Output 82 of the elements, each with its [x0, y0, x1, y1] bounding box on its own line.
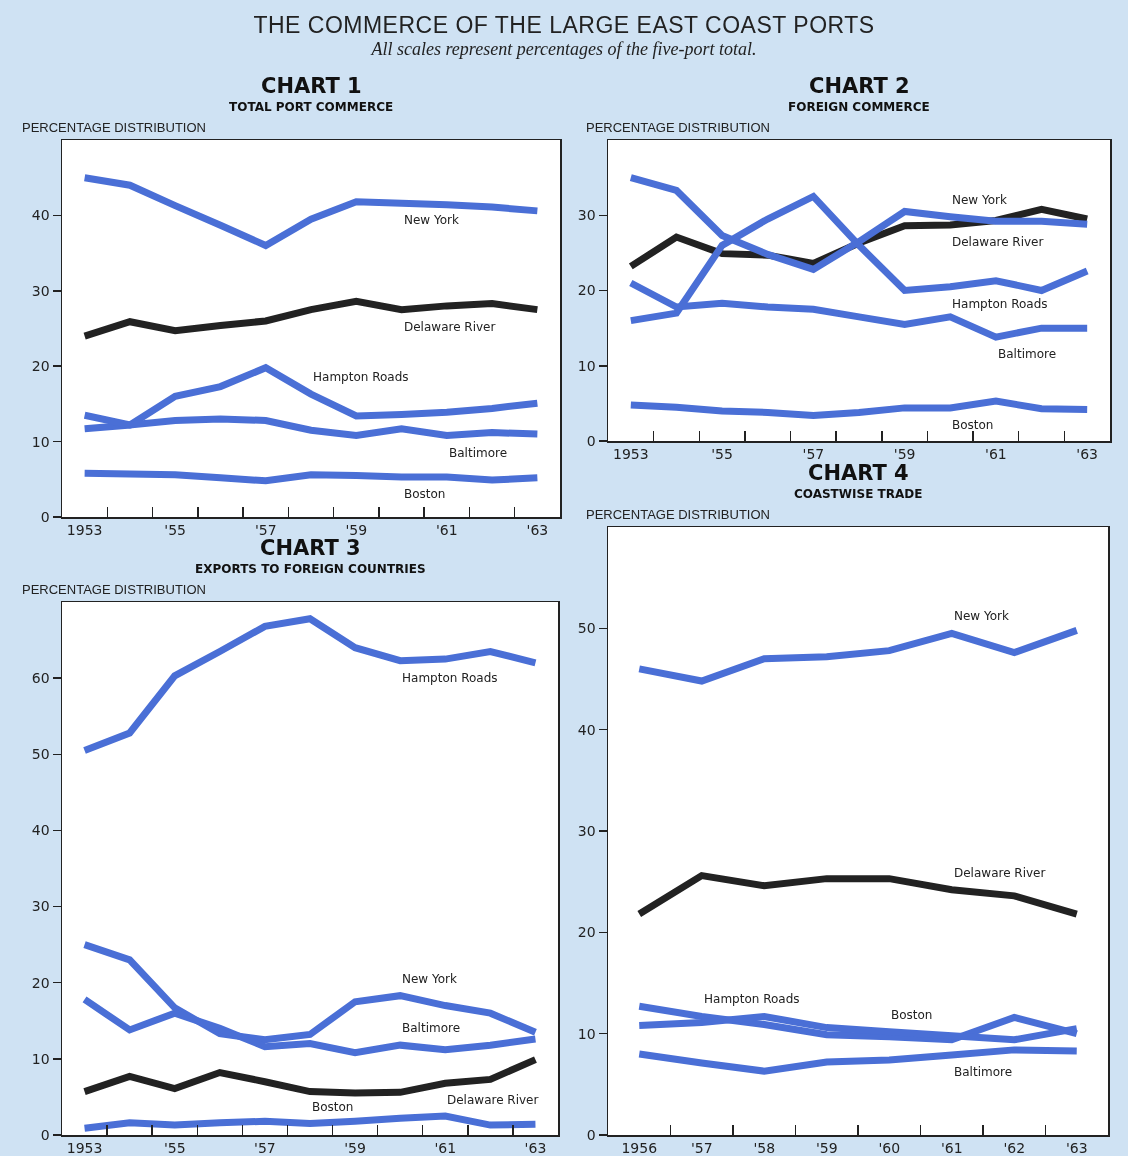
- x-tick-label: 1953: [66, 522, 103, 539]
- series-label: Baltimore: [954, 1065, 1013, 1079]
- y-axis-title: PERCENTAGE DISTRIBUTION: [586, 507, 770, 522]
- x-tick-label: '55: [711, 446, 733, 463]
- y-tick-label: 10: [577, 357, 596, 374]
- text: All scales represent percentages of the five-port total.: [369, 39, 758, 60]
- chart-title: CHART 2: [809, 74, 910, 98]
- y-tick-label: 10: [31, 1050, 50, 1067]
- x-tick-label: 1953: [613, 446, 649, 463]
- x-tick-label: '57: [254, 1140, 276, 1156]
- x-tick-label: '61: [940, 1140, 963, 1156]
- series-label: Delaware River: [952, 235, 1044, 249]
- x-tick-label: '55: [163, 1140, 186, 1156]
- series-label: New York: [402, 972, 457, 986]
- y-tick-label: 10: [31, 433, 50, 450]
- x-tick-label: '62: [1003, 1140, 1026, 1156]
- x-tick-label: '63: [524, 1140, 547, 1156]
- y-tick-label: 30: [577, 822, 596, 839]
- series-label: Delaware River: [404, 320, 496, 334]
- y-tick-label: 40: [31, 207, 50, 224]
- y-tick-label: 30: [31, 282, 50, 299]
- x-tick-label: '57: [802, 446, 825, 463]
- chart-subtitle: EXPORTS TO FOREIGN COUNTRIES: [195, 562, 426, 576]
- series-label: Hampton Roads: [952, 297, 1048, 311]
- x-tick-label: '61: [435, 522, 458, 539]
- x-tick-label: '58: [753, 1140, 776, 1156]
- series-label: Boston: [404, 487, 446, 501]
- series-label: Boston: [891, 1008, 933, 1022]
- y-tick-label: 10: [577, 1025, 596, 1042]
- y-tick-label: 50: [31, 746, 50, 763]
- y-tick-label: 0: [40, 508, 50, 525]
- y-tick-label: 20: [31, 358, 50, 375]
- series-label: Baltimore: [998, 347, 1057, 361]
- x-tick-label: '63: [1065, 1140, 1088, 1156]
- series-label: Baltimore: [449, 446, 508, 460]
- x-tick-label: '59: [815, 1140, 838, 1156]
- y-tick-label: 20: [31, 974, 50, 991]
- x-tick-label: '59: [345, 522, 368, 539]
- chart-subtitle: COASTWISE TRADE: [794, 487, 923, 501]
- y-tick-label: 30: [577, 207, 596, 224]
- series-label: Delaware River: [447, 1093, 539, 1107]
- series-label: Baltimore: [402, 1021, 461, 1035]
- x-tick-label: '60: [878, 1140, 901, 1156]
- x-tick-label: '57: [254, 522, 277, 539]
- chart-title: CHART 3: [260, 536, 361, 560]
- y-tick-label: 20: [577, 282, 596, 299]
- x-tick-label: '59: [893, 446, 916, 463]
- y-axis-title: PERCENTAGE DISTRIBUTION: [22, 120, 206, 135]
- y-tick-label: 50: [577, 620, 596, 637]
- series-label: Boston: [952, 418, 994, 432]
- series-label: Delaware River: [954, 866, 1046, 880]
- x-tick-label: 1956: [621, 1140, 658, 1156]
- x-tick-label: '61: [985, 446, 1007, 463]
- y-tick-label: 40: [31, 822, 50, 839]
- y-tick-label: 0: [586, 1126, 596, 1143]
- x-tick-label: '61: [434, 1140, 457, 1156]
- text: THE COMMERCE OF THE LARGE EAST COAST PORTS: [252, 12, 876, 39]
- series-label: New York: [954, 609, 1009, 623]
- chart-title: CHART 4: [808, 461, 909, 485]
- x-tick-label: '63: [526, 522, 549, 539]
- series-label: Hampton Roads: [313, 370, 409, 384]
- y-tick-label: 0: [40, 1126, 50, 1143]
- x-tick-label: '59: [344, 1140, 366, 1156]
- y-tick-label: 60: [31, 670, 50, 687]
- y-axis-title: PERCENTAGE DISTRIBUTION: [22, 582, 206, 597]
- series-label: Hampton Roads: [402, 671, 498, 685]
- y-tick-label: 20: [577, 924, 596, 941]
- y-tick-label: 40: [577, 721, 596, 738]
- y-tick-label: 30: [31, 898, 50, 915]
- y-axis-title: PERCENTAGE DISTRIBUTION: [586, 120, 770, 135]
- y-tick-label: 0: [586, 432, 596, 449]
- x-tick-label: '63: [1076, 446, 1099, 463]
- x-tick-label: 1953: [66, 1140, 103, 1156]
- x-tick-label: '55: [164, 522, 187, 539]
- chart-title: CHART 1: [261, 74, 362, 98]
- chart-subtitle: TOTAL PORT COMMERCE: [229, 100, 394, 114]
- x-tick-label: '57: [690, 1140, 713, 1156]
- chart-subtitle: FOREIGN COMMERCE: [788, 100, 930, 114]
- series-label: New York: [952, 193, 1007, 207]
- series-label: Boston: [312, 1100, 354, 1114]
- series-label: New York: [404, 213, 459, 227]
- series-label: Hampton Roads: [704, 992, 800, 1006]
